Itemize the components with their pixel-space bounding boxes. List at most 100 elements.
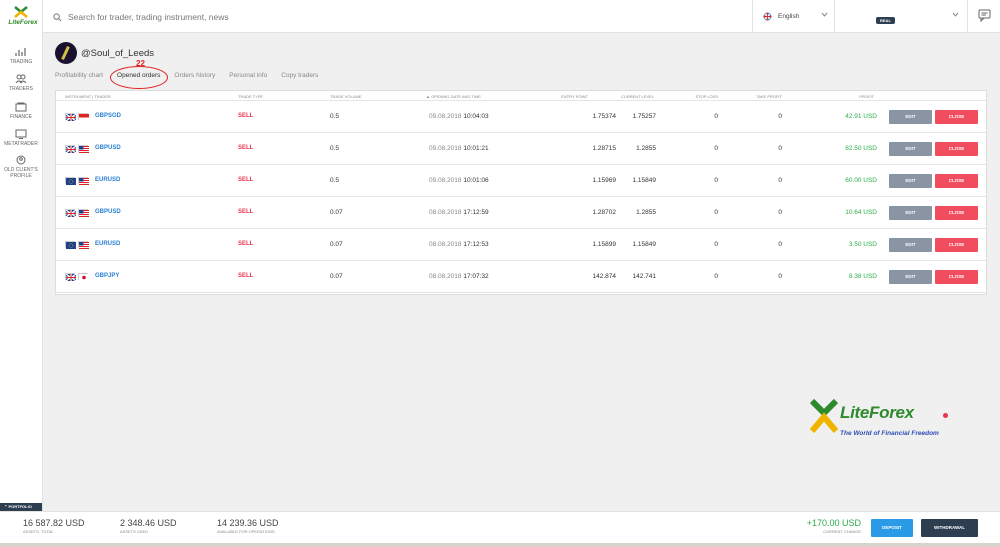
table-row[interactable]: GBPSGD SELL 0.5 09.08.2018 10:04:03 1.75374 1… [56,101,986,133]
currency-flags [65,241,89,249]
available-label: AVAILABLE FOR OPERATIONS [217,529,275,534]
table-row[interactable]: GBPUSD SELL 0.07 08.08.2018 17:12:59 1.28702… [56,197,986,229]
portfolio-footer: 16 587.82 USD ASSETS, TOTAL 2 348.46 USD… [0,511,1000,543]
assets-used-label: ASSETS USED [120,529,149,534]
account-selector[interactable]: REAL [834,0,967,33]
gb-flag-icon [65,113,77,122]
messages-button[interactable] [967,0,1000,33]
tab-personal-info[interactable]: Personal info [229,72,268,79]
header-volume[interactable]: TRADE VOLUME [330,94,362,99]
opening-time: 17:07:32 [463,273,489,280]
annotation-circle [110,66,168,89]
header-instrument[interactable]: INSTRUMENT | TRADER [65,94,111,99]
us-flag-icon [78,177,89,185]
instrument-link[interactable]: GBPUSD [95,145,121,151]
withdrawal-button[interactable]: WITHDRAWAL [921,519,978,537]
close-order-button[interactable]: CLOSE [935,174,978,188]
sidebar-item-label: FINANCE [10,114,32,120]
eu-flag-icon [65,177,76,185]
deposit-button[interactable]: DEPOSIT [871,519,913,537]
instrument-link[interactable]: EURUSD [95,241,121,247]
annotation-number: 22 [136,59,145,68]
close-order-button[interactable]: CLOSE [935,110,978,124]
take-profit: 0 [778,113,782,120]
instrument-link[interactable]: EURUSD [95,177,121,183]
current-change: +170.00 USD CURRENT CHANGE [807,518,861,534]
profit-value: 42.91 USD [845,113,877,120]
close-order-button[interactable]: CLOSE [935,206,978,220]
instrument-link[interactable]: GBPUSD [95,209,121,215]
instrument-link[interactable]: GBPJPY [95,273,120,279]
opening-date: 09.08.2018 [429,113,462,120]
monitor-icon [15,129,27,139]
eu-flag-icon [65,241,76,249]
take-profit: 0 [778,177,782,184]
current-level: 142.741 [632,273,657,280]
table-row[interactable]: GBPUSD SELL 0.5 09.08.2018 10:01:21 1.28715 1… [56,133,986,165]
search-input[interactable]: Search for trader, trading instrument, n… [53,9,743,25]
trade-type: SELL [238,145,254,151]
opening-time: 17:12:59 [463,209,489,216]
instrument-link[interactable]: GBPSGD [95,113,122,119]
trader-profile: @Soul_of_Leeds [55,42,154,64]
edit-button[interactable]: EDIT [889,238,932,252]
trader-username: @Soul_of_Leeds [81,47,155,59]
header-trade-type[interactable]: TRADE TYPE [238,94,264,99]
close-order-button[interactable]: CLOSE [935,238,978,252]
opening-date: 08.08.2018 [429,273,462,280]
profit-value: 8.38 USD [848,273,877,280]
opening-time: 17:12:53 [463,241,489,248]
close-order-button[interactable]: CLOSE [935,142,978,156]
opening-datetime: 08.08.2018 17:12:53 [429,241,489,248]
header-stop-loss[interactable]: STOP LOSS [695,94,718,99]
gb-flag-icon [65,273,77,282]
opening-datetime: 08.08.2018 17:12:59 [429,209,489,216]
table-row[interactable]: GBPJPY SELL 0.07 08.08.2018 17:07:32 142.874… [56,261,986,293]
current-change-value: +170.00 USD [806,518,861,528]
opening-time: 10:01:06 [463,177,489,184]
sidebar-item-metatrader[interactable]: METATRADER [0,129,42,147]
trade-type: SELL [238,177,254,183]
trade-volume: 0.07 [330,209,343,216]
take-profit: 0 [778,209,782,216]
header-entry[interactable]: ENTRY POINT [561,94,588,99]
edit-button[interactable]: EDIT [889,270,932,284]
tab-profitability-chart[interactable]: Profitability chart [55,72,104,79]
chart-icon [15,48,26,56]
registered-mark-icon [943,413,948,418]
chevron-down-icon [821,12,828,17]
portfolio-tab[interactable]: ⌃ PORTFOLIO [0,503,42,511]
header-take-profit[interactable]: TAKE PROFIT [756,94,782,99]
header-current[interactable]: CURRENT LEVEL [620,94,654,99]
opening-date: 09.08.2018 [429,145,462,152]
sidebar-item-trading[interactable]: TRADING [0,47,42,65]
edit-button[interactable]: EDIT [889,206,932,220]
liteforex-logo[interactable]: LiteForex [3,6,39,30]
header-opening[interactable]: ▲ OPENING DATE AND TIME [426,94,481,99]
table-row[interactable]: EURUSD SELL 0.07 08.08.2018 17:12:53 1.15899… [56,229,986,261]
edit-button[interactable]: EDIT [889,110,932,124]
gb-flag-icon [65,145,77,154]
account-type-badge: REAL [876,17,895,24]
opening-datetime: 09.08.2018 10:01:21 [429,145,489,152]
tab-copy-traders[interactable]: Copy traders [281,72,319,79]
language-selector[interactable]: English [752,0,834,33]
header-profit[interactable]: PROFIT [859,94,874,99]
brand-logo: LiteForex The World of Financial Freedom [808,393,958,443]
current-level: 1.2855 [636,209,656,216]
close-order-button[interactable]: CLOSE [935,270,978,284]
currency-flags [65,209,89,218]
edit-button[interactable]: EDIT [889,174,932,188]
stop-loss: 0 [714,209,718,216]
sidebar-item-old-profile[interactable]: OLD CLIENT'S PROFILE [0,155,42,179]
sidebar-item-finance[interactable]: FINANCE [0,102,42,120]
trade-type: SELL [238,241,254,247]
table-row[interactable]: EURUSD SELL 0.5 09.08.2018 10:01:06 1.15969 1… [56,165,986,197]
brand-name: LiteForex [840,403,914,422]
edit-button[interactable]: EDIT [889,142,932,156]
portfolio-label: PORTFOLIO [8,504,32,509]
tab-orders-history[interactable]: Orders history [174,72,216,79]
sidebar-item-traders[interactable]: TRADERS [0,74,42,92]
currency-flags [65,177,89,185]
assets-used-value: 2 348.46 USD [120,518,177,528]
